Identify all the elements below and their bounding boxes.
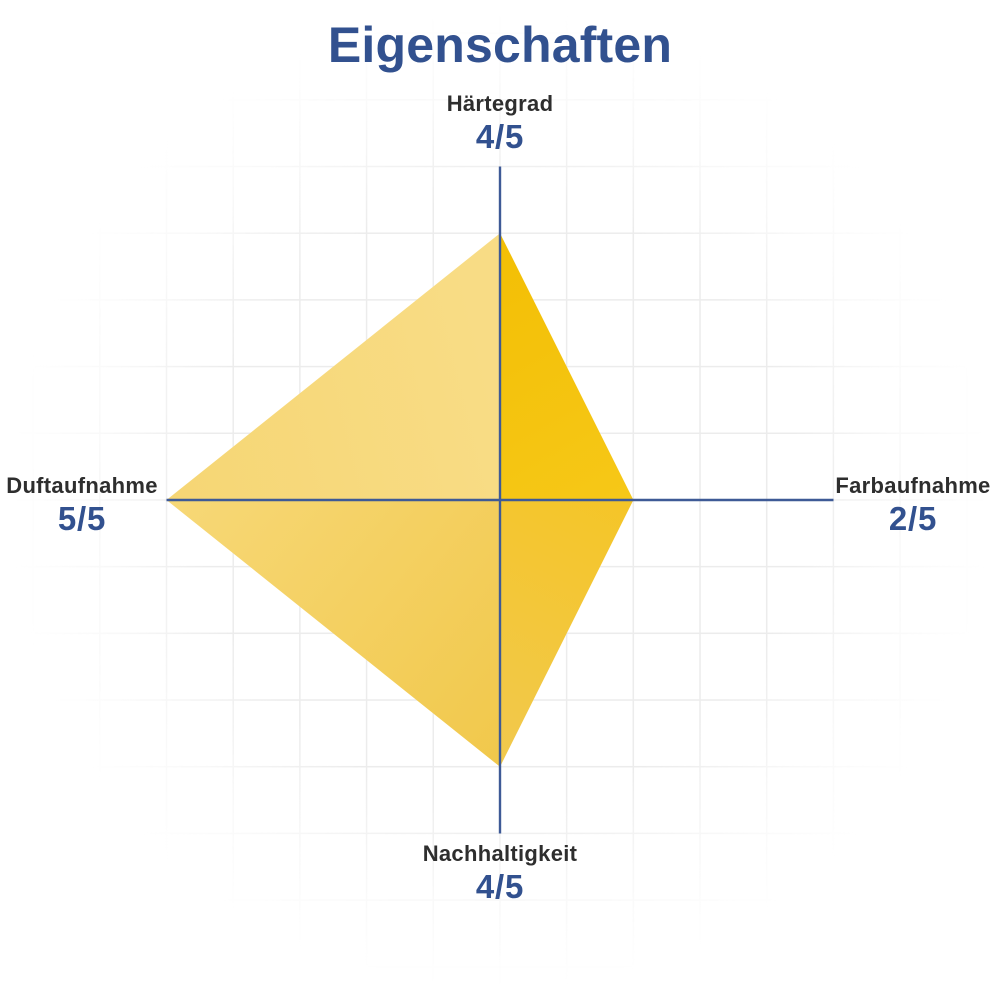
axis-block-farbaufnahme: Farbaufnahme 2/5 <box>832 472 994 538</box>
radar-quadrant-top-left <box>166 233 500 500</box>
radar-quadrant-bottom-left <box>166 500 500 767</box>
axis-value-duftaufnahme: 5/5 <box>57 500 107 537</box>
axis-value-farbaufnahme: 2/5 <box>888 500 938 537</box>
axis-label-duftaufnahme: Duftaufnahme <box>6 473 158 498</box>
radar-quadrant-bottom-right <box>500 500 634 767</box>
axis-block-haertegrad: Härtegrad 4/5 <box>0 90 1000 156</box>
axis-label-haertegrad: Härtegrad <box>446 91 554 116</box>
axis-value-haertegrad: 4/5 <box>475 118 525 155</box>
radar-quadrant-top-right <box>500 233 634 500</box>
axis-label-farbaufnahme: Farbaufnahme <box>835 473 991 498</box>
axis-block-nachhaltigkeit: Nachhaltigkeit 4/5 <box>0 840 1000 906</box>
axis-label-nachhaltigkeit: Nachhaltigkeit <box>422 841 578 866</box>
axis-value-nachhaltigkeit: 4/5 <box>475 868 525 905</box>
chart-title: Eigenschaften <box>327 17 673 73</box>
axis-block-duftaufnahme: Duftaufnahme 5/5 <box>6 472 158 538</box>
